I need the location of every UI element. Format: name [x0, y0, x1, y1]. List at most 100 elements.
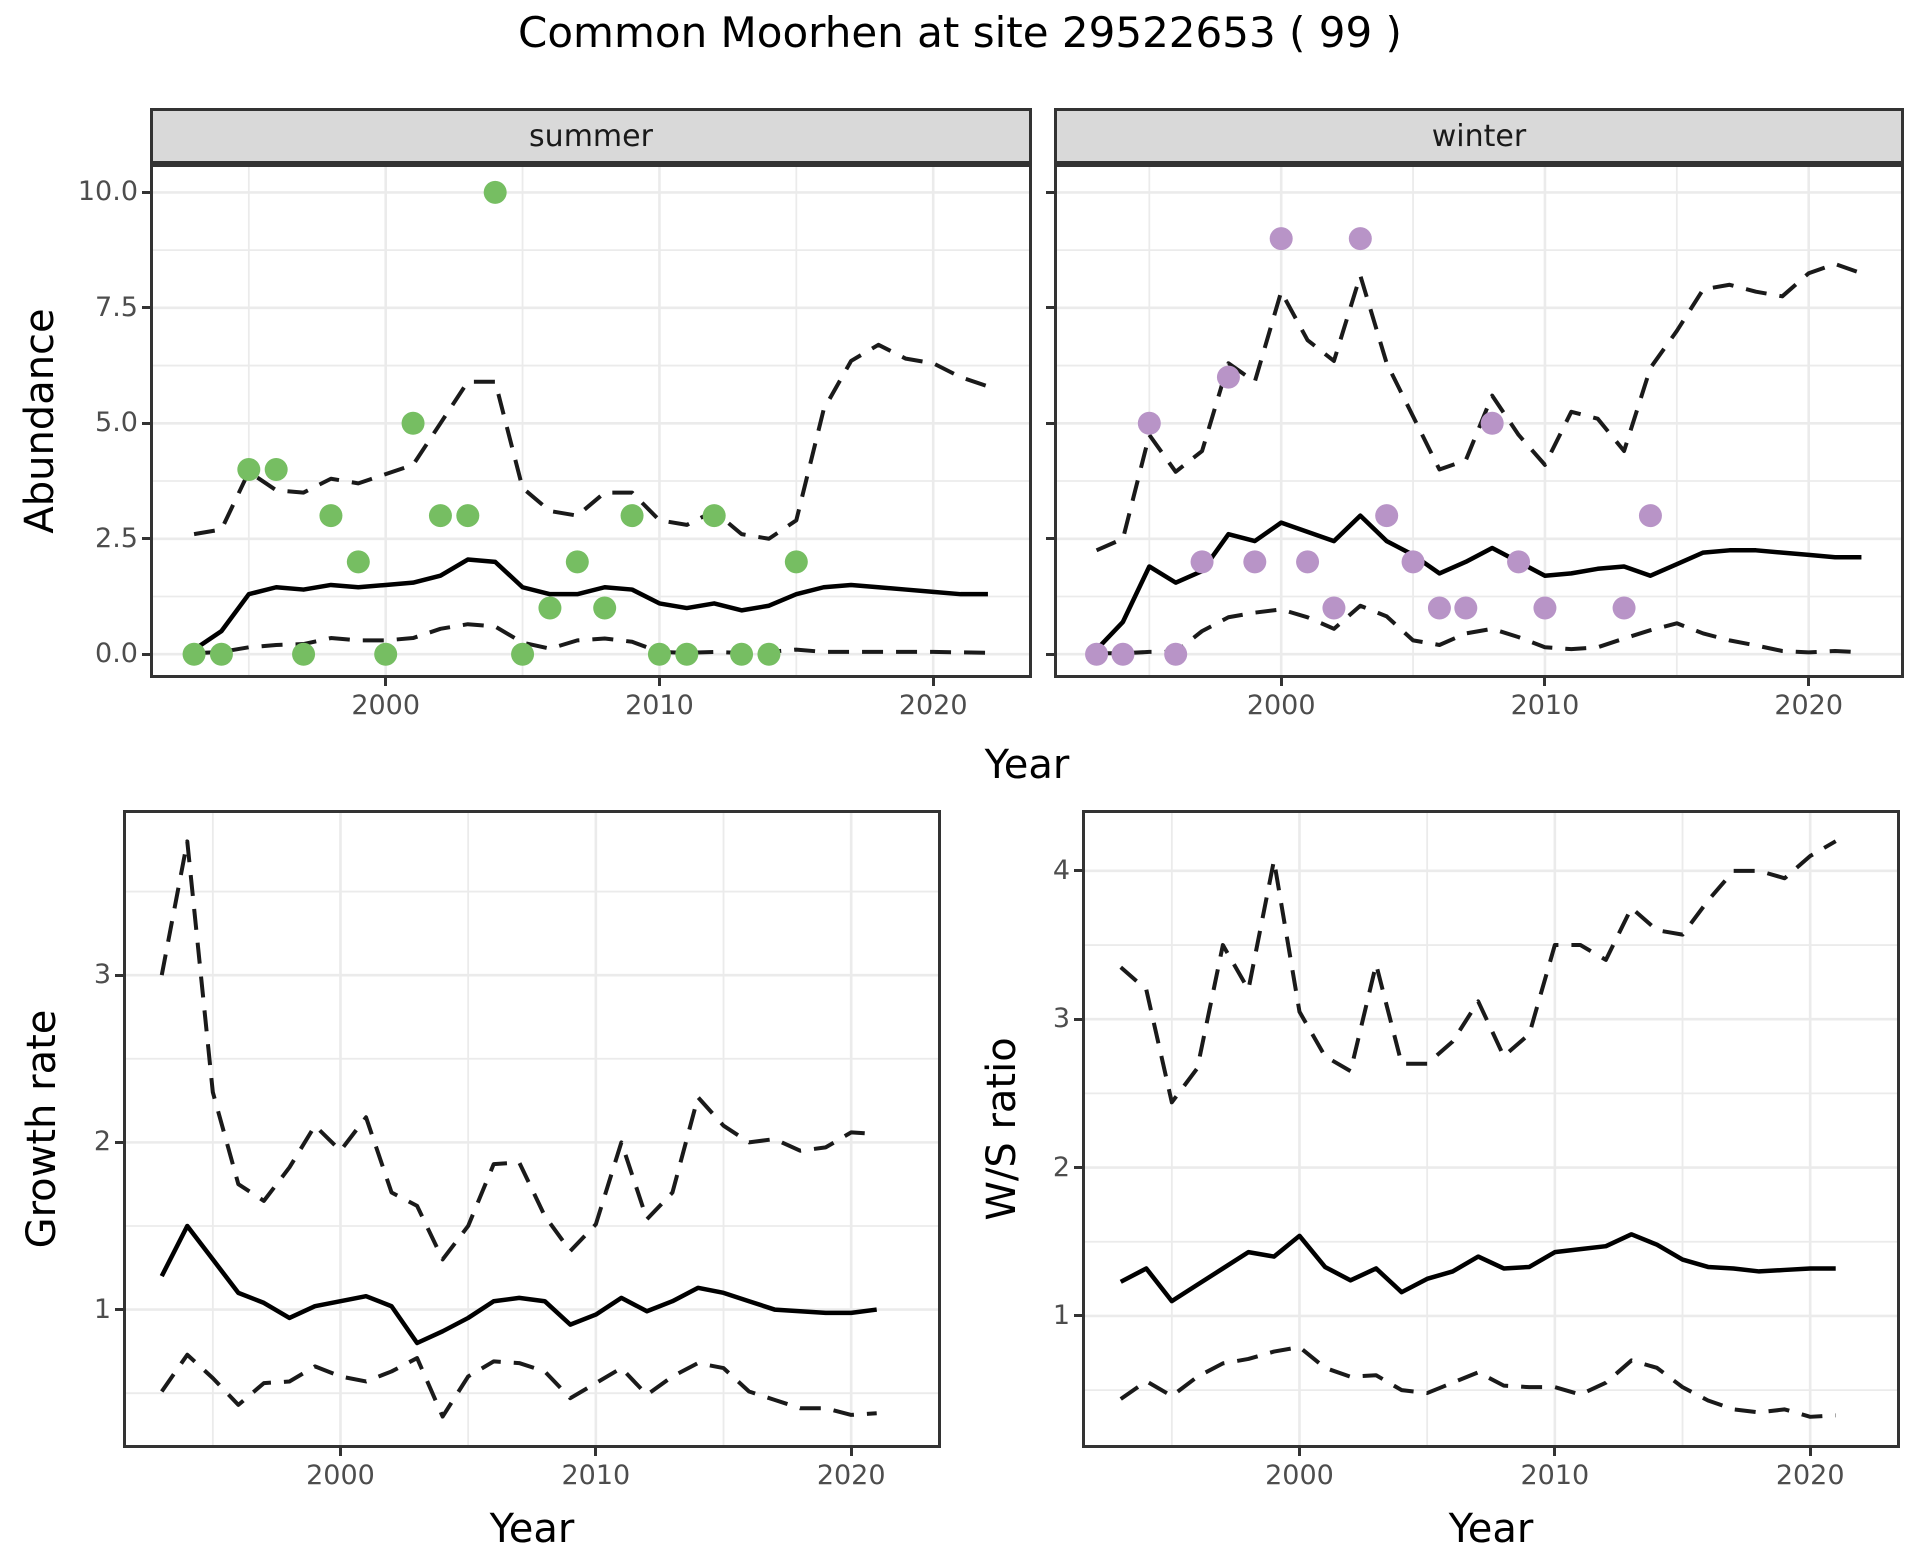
x-tick-label: 2020	[816, 1460, 886, 1491]
y-tick-mark	[115, 1308, 126, 1312]
data-point	[1375, 504, 1399, 528]
x-tick-label: 2000	[1265, 1460, 1334, 1491]
x-tick-label: 2000	[306, 1460, 375, 1491]
data-point	[538, 596, 562, 620]
data-point	[264, 457, 288, 481]
data-point	[784, 550, 808, 574]
data-point	[182, 642, 206, 666]
facet-strip-summer: summer	[150, 108, 1032, 164]
y-tick-label: 3	[1052, 1003, 1070, 1035]
y-tick-label: 1	[1052, 1299, 1070, 1331]
y-tick-mark	[1074, 1314, 1085, 1318]
data-point	[1507, 550, 1531, 574]
panel-canvas-abundance-summer	[153, 167, 1029, 675]
data-point	[1269, 227, 1293, 251]
x-tick-label: 2020	[1774, 690, 1844, 721]
y-tick-label: 2	[93, 1126, 111, 1158]
plot-panel-abundance-summer	[150, 164, 1032, 678]
x-tick-label: 2010	[1510, 690, 1580, 721]
data-point	[1612, 596, 1636, 620]
y-tick-label: 1	[93, 1293, 111, 1325]
plot-panel-abundance-winter	[1054, 164, 1904, 678]
data-point	[511, 642, 535, 666]
x-axis-title-year-growth: Year	[489, 1506, 575, 1552]
upper-ci-line	[193, 342, 989, 541]
lower-ci-line	[1096, 603, 1862, 656]
data-point	[209, 642, 233, 666]
data-point	[675, 642, 699, 666]
y-tick-label: 7.5	[95, 291, 138, 323]
y-tick-mark	[142, 190, 153, 194]
data-point	[456, 504, 480, 528]
data-point	[1137, 411, 1161, 435]
x-tick-mark	[1297, 1445, 1301, 1456]
x-axis-title-year-ws: Year	[1448, 1506, 1534, 1552]
data-point	[483, 180, 507, 204]
data-point	[1164, 642, 1188, 666]
data-point	[319, 504, 343, 528]
y-tick-mark	[1074, 1017, 1085, 1021]
x-tick-mark	[338, 1445, 342, 1456]
mean-line	[159, 1223, 878, 1346]
data-point	[1638, 504, 1662, 528]
y-tick-mark	[142, 306, 153, 310]
data-point	[1454, 596, 1478, 620]
x-tick-label: 2000	[1246, 690, 1316, 721]
data-point	[1085, 642, 1109, 666]
y-tick-label: 10.0	[77, 176, 138, 208]
panel-canvas-abundance-winter	[1057, 167, 1901, 675]
y-tick-mark	[115, 1140, 126, 1144]
data-point	[1190, 550, 1214, 574]
data-point	[1480, 411, 1504, 435]
y-tick-mark	[1046, 537, 1057, 541]
y-tick-mark	[115, 973, 126, 977]
lower-ci-line	[160, 1352, 877, 1419]
y-tick-label: 3	[93, 959, 111, 991]
data-point	[565, 550, 589, 574]
x-tick-mark	[594, 1445, 598, 1456]
x-tick-label: 2020	[898, 690, 968, 721]
y-tick-mark	[142, 537, 153, 541]
facet-strip-winter: winter	[1054, 108, 1904, 164]
data-point	[1401, 550, 1425, 574]
facet-strip-summer-label: summer	[529, 118, 653, 154]
data-point	[346, 550, 370, 574]
mean-line	[1094, 513, 1862, 652]
x-tick-label: 2010	[625, 690, 694, 721]
y-axis-title-ws-ratio: W/S ratio	[979, 1037, 1025, 1221]
figure-title: Common Moorhen at site 29522653 ( 99 )	[518, 8, 1402, 57]
data-point	[1533, 596, 1557, 620]
mean-line	[192, 557, 988, 652]
x-tick-mark	[1543, 675, 1547, 686]
data-point	[702, 504, 726, 528]
x-tick-mark	[1808, 1445, 1812, 1456]
y-tick-label: 2.5	[95, 522, 138, 554]
x-tick-label: 2010	[1520, 1460, 1590, 1491]
y-tick-mark	[142, 652, 153, 656]
x-tick-mark	[1553, 1445, 1557, 1456]
upper-ci-line	[159, 839, 877, 1262]
x-tick-mark	[849, 1445, 853, 1456]
data-point	[647, 642, 671, 666]
x-tick-mark	[1279, 675, 1283, 686]
data-point	[237, 457, 261, 481]
data-point	[730, 642, 754, 666]
x-tick-label: 2010	[561, 1460, 631, 1491]
x-axis-title-year-top: Year	[984, 742, 1070, 788]
data-point	[1348, 227, 1372, 251]
y-tick-label: 5.0	[95, 407, 138, 439]
facet-strip-winter-label: winter	[1431, 118, 1527, 154]
y-tick-mark	[1074, 869, 1085, 873]
y-tick-mark	[1046, 652, 1057, 656]
data-point	[1111, 642, 1135, 666]
x-tick-label: 2020	[1775, 1460, 1845, 1491]
y-tick-label: 4	[1052, 854, 1070, 886]
data-point	[1243, 550, 1267, 574]
x-tick-mark	[384, 675, 388, 686]
y-tick-mark	[1046, 421, 1057, 425]
data-point	[1216, 365, 1240, 389]
data-point	[1427, 596, 1451, 620]
data-point	[620, 504, 644, 528]
x-tick-label: 2000	[351, 690, 421, 721]
